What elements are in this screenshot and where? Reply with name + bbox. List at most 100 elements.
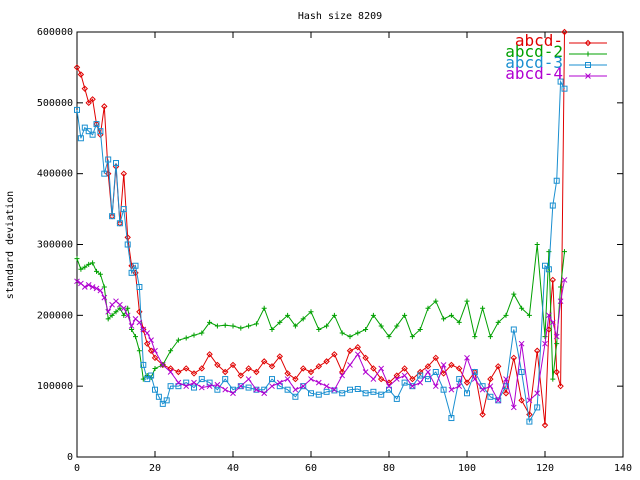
data-point [128,323,135,329]
data-point [526,418,533,425]
data-point [541,421,549,429]
data-point [308,390,314,397]
data-point [285,312,291,318]
data-point [300,383,307,390]
data-point [105,308,112,315]
data-point [300,383,307,390]
legend-entry: abcd- [515,31,607,50]
data-point [393,372,401,379]
legend-label: abcd-4 [505,64,563,83]
data-point [183,379,190,386]
data-point [253,386,260,393]
data-point [432,354,440,362]
data-point [74,256,80,262]
data-point [113,309,119,315]
data-point [124,312,131,319]
data-point [409,383,416,390]
data-point [152,386,158,393]
plot-frame [76,31,624,458]
data-point [268,363,276,370]
data-point [81,284,88,290]
data-point [549,276,557,284]
x-tick: 120 [536,32,554,474]
data-point [144,330,151,336]
data-point [346,347,354,354]
data-point [260,358,268,365]
data-point [284,370,291,377]
data-point [97,271,103,277]
data-point [277,319,283,325]
series-3 [74,78,568,425]
data-point [315,363,323,370]
data-point [182,365,190,372]
data-point [534,404,541,411]
data-point [214,381,221,388]
data-point [105,316,111,322]
data-point [94,268,99,274]
data-point [561,85,568,92]
data-point [82,264,88,270]
data-point [557,382,564,390]
data-point [238,325,244,331]
data-point [261,386,268,393]
data-point [542,340,548,347]
data-point [487,383,494,390]
legend-entry: abcd-4 [505,64,607,83]
data-point [136,284,143,290]
x-tick-label: 80 [383,463,395,474]
data-point [479,411,486,418]
y-tick: 100000 [37,381,623,392]
y-tick: 400000 [37,169,623,180]
data-point [148,372,155,379]
data-point [479,386,486,393]
data-point [495,319,501,325]
data-point [191,332,197,338]
data-point [292,386,299,393]
series-line [76,279,565,408]
data-point [124,241,131,248]
data-point [175,383,182,390]
data-point [81,124,88,131]
data-point [191,384,197,391]
data-point [253,321,259,327]
y-tick: 600000 [37,27,623,38]
data-point [377,375,385,383]
data-point [147,347,155,354]
data-point [89,284,96,290]
data-point [401,372,408,379]
data-point [472,334,478,340]
data-point [440,362,447,368]
data-point [448,415,455,422]
data-point [393,376,400,382]
x-tick-label: 40 [227,463,239,474]
data-point [120,305,127,312]
data-point [269,327,275,332]
data-point [440,386,447,393]
data-point [276,353,284,360]
data-point [561,277,568,283]
data-point [355,330,361,336]
data-point [553,368,560,376]
data-point [101,284,107,290]
data-point [378,391,385,398]
data-point [526,397,533,404]
data-point [354,344,362,351]
data-point [347,386,353,393]
data-point [198,384,205,391]
data-point [253,368,260,376]
data-point [190,370,198,377]
data-point [73,64,81,71]
data-point [502,390,510,397]
data-point [471,376,478,382]
data-point [546,312,552,319]
data-point [409,375,416,383]
y-tick: 200000 [37,310,623,321]
data-point [159,362,166,368]
data-point [432,369,439,375]
data-point [167,369,174,375]
data-point [518,397,525,404]
data-point [136,319,143,326]
data-point [308,376,314,382]
